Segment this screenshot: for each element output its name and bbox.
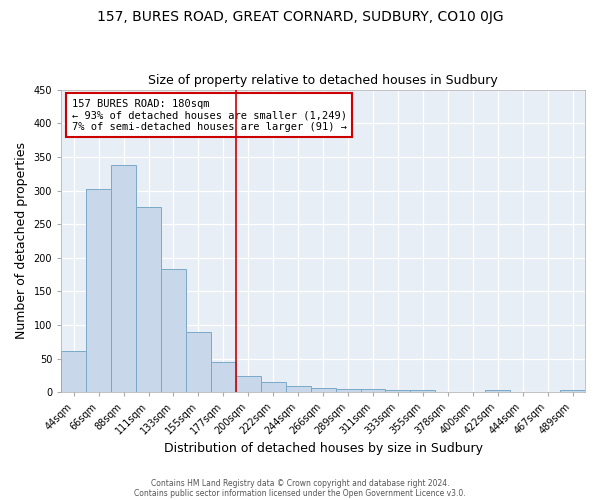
Text: 157 BURES ROAD: 180sqm
← 93% of detached houses are smaller (1,249)
7% of semi-d: 157 BURES ROAD: 180sqm ← 93% of detached… bbox=[71, 98, 347, 132]
Text: Contains public sector information licensed under the Open Government Licence v3: Contains public sector information licen… bbox=[134, 488, 466, 498]
Y-axis label: Number of detached properties: Number of detached properties bbox=[15, 142, 28, 340]
Bar bbox=[261, 382, 286, 392]
Text: Contains HM Land Registry data © Crown copyright and database right 2024.: Contains HM Land Registry data © Crown c… bbox=[151, 478, 449, 488]
X-axis label: Distribution of detached houses by size in Sudbury: Distribution of detached houses by size … bbox=[164, 442, 482, 455]
Text: 157, BURES ROAD, GREAT CORNARD, SUDBURY, CO10 0JG: 157, BURES ROAD, GREAT CORNARD, SUDBURY,… bbox=[97, 10, 503, 24]
Bar bbox=[410, 390, 436, 392]
Bar bbox=[161, 268, 186, 392]
Bar bbox=[186, 332, 211, 392]
Bar bbox=[560, 390, 585, 392]
Bar bbox=[335, 389, 361, 392]
Bar bbox=[311, 388, 335, 392]
Bar bbox=[385, 390, 410, 392]
Title: Size of property relative to detached houses in Sudbury: Size of property relative to detached ho… bbox=[148, 74, 498, 87]
Bar bbox=[61, 350, 86, 393]
Bar bbox=[361, 389, 385, 392]
Bar bbox=[86, 189, 111, 392]
Bar bbox=[485, 390, 510, 392]
Bar bbox=[211, 362, 236, 392]
Bar bbox=[286, 386, 311, 392]
Bar bbox=[111, 165, 136, 392]
Bar bbox=[136, 208, 161, 392]
Bar bbox=[236, 376, 261, 392]
